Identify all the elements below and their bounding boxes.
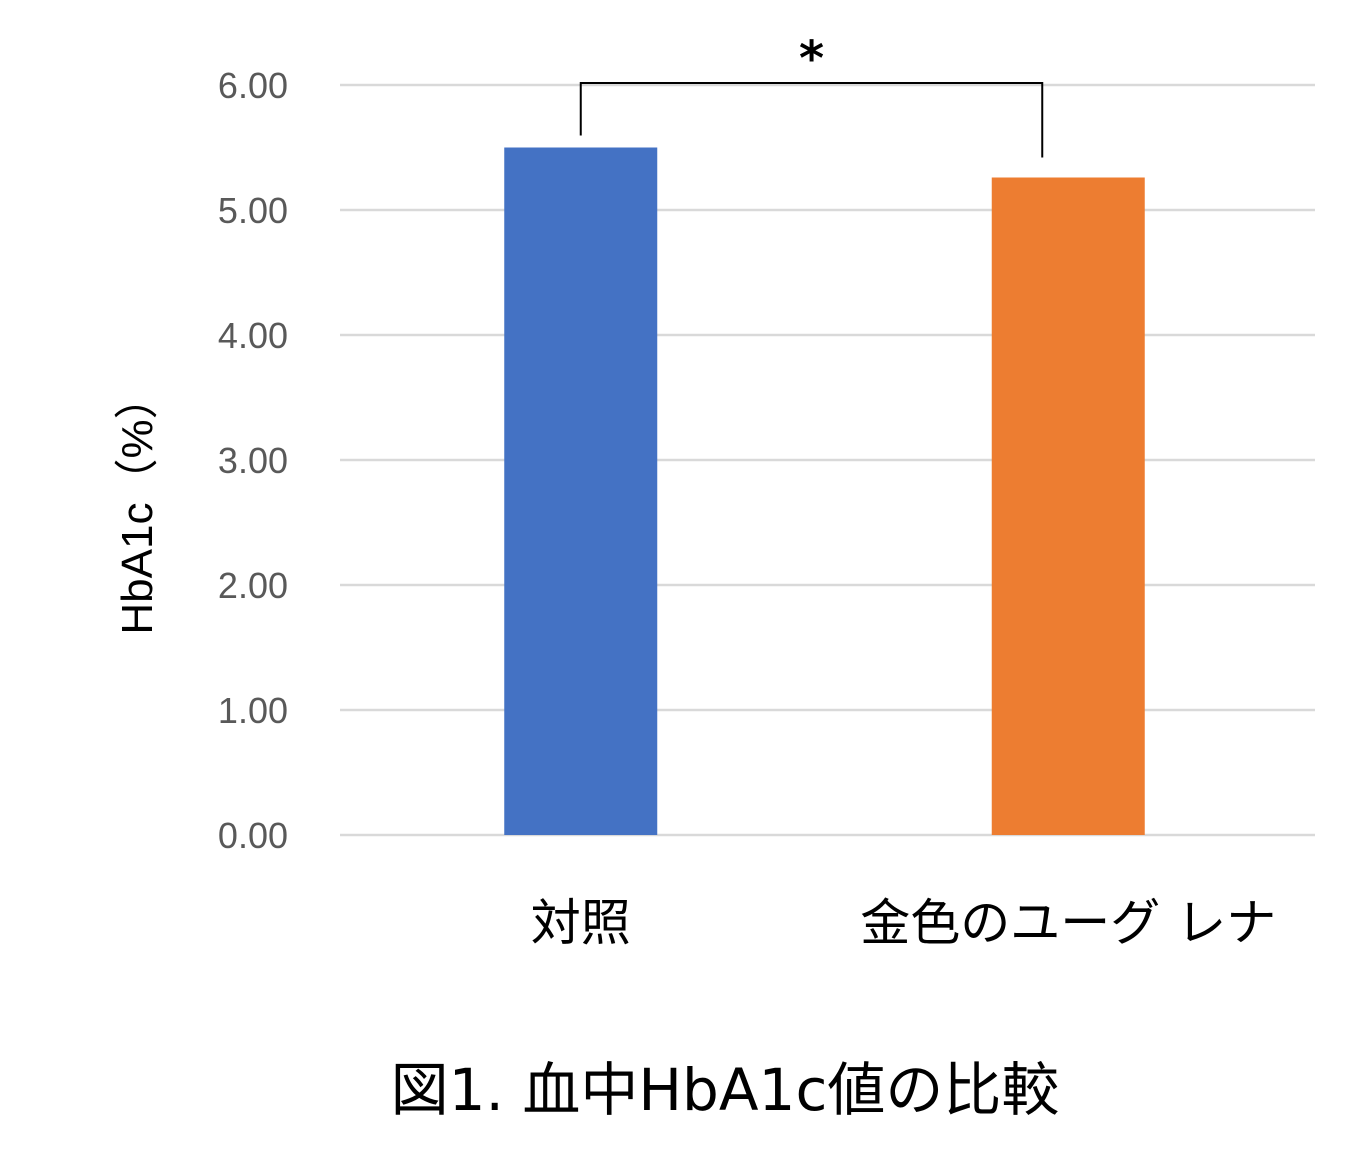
significance-bracket-line bbox=[579, 82, 1044, 158]
y-tick-label: 6.00 bbox=[218, 65, 288, 106]
y-tick-label: 1.00 bbox=[218, 690, 288, 731]
x-category-label: 対照 bbox=[531, 894, 631, 952]
significance-marker: * bbox=[799, 31, 824, 87]
y-tick-label: 2.00 bbox=[218, 565, 288, 606]
gridlines bbox=[340, 83, 1315, 837]
y-axis-ticks: 0.00 1.00 2.00 3.00 4.00 5.00 6.00 bbox=[218, 65, 288, 856]
bar bbox=[991, 177, 1145, 835]
y-axis-label: HbA1c（%） bbox=[113, 375, 162, 634]
chart-title: 図1. 血中HbA1c値の比較 bbox=[391, 1056, 1060, 1124]
significance-bracket: * bbox=[579, 31, 1044, 158]
y-tick-label: 5.00 bbox=[218, 190, 288, 231]
y-tick-label: 0.00 bbox=[218, 815, 288, 856]
y-tick-label: 4.00 bbox=[218, 315, 288, 356]
bars bbox=[504, 147, 1145, 835]
y-tick-label: 3.00 bbox=[218, 440, 288, 481]
x-axis-categories: 対照 金色のユーグ レナ bbox=[531, 894, 1276, 952]
x-category-label: 金色のユーグ レナ bbox=[860, 894, 1276, 952]
bar bbox=[504, 147, 658, 835]
